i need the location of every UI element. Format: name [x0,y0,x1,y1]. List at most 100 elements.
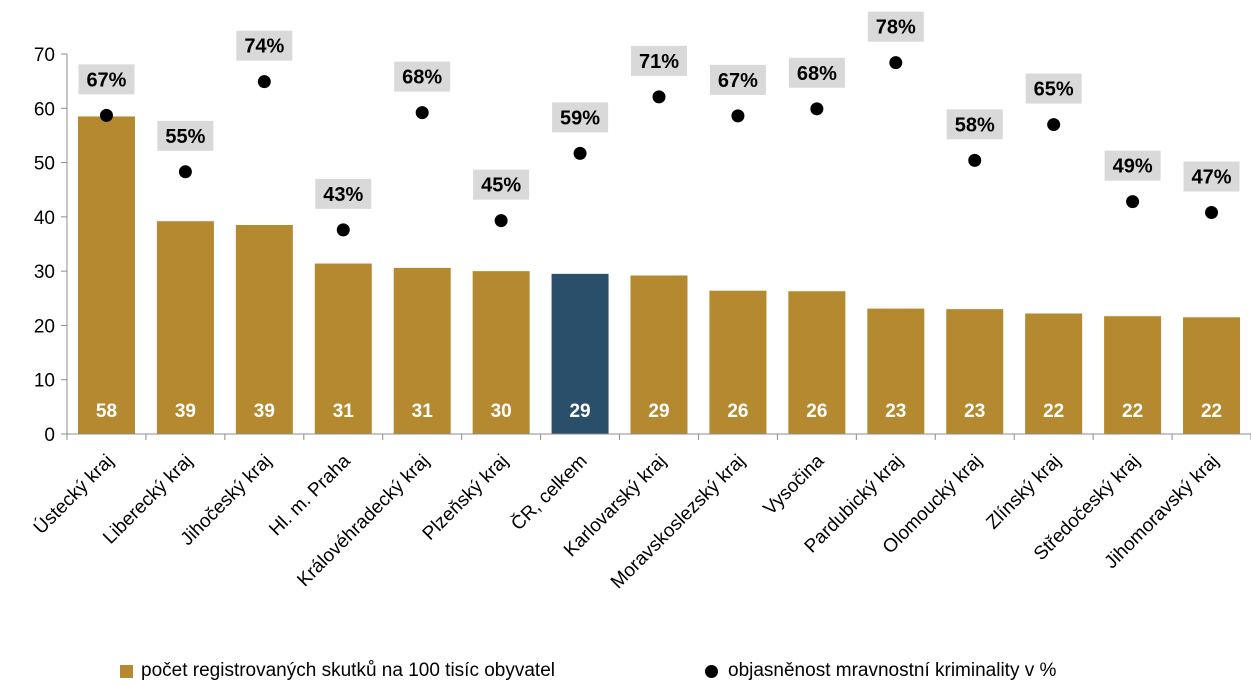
bar [867,308,925,434]
bar-value-label: 23 [964,401,985,422]
bar-value-label: 23 [885,401,906,422]
percent-label-bg [946,109,1003,140]
y-axis: 0 10 20 30 40 50 60 70 [34,45,68,446]
x-tick-label: Ústecký kraj [29,450,118,539]
point [99,108,113,122]
bar [77,116,135,434]
percent-label: 43% [323,184,363,206]
x-tick-label: ČR, celkem [507,450,592,535]
percent-label: 59% [560,107,600,129]
bar-value-label: 22 [1043,401,1064,422]
point [1126,195,1140,209]
bar [156,221,214,434]
point [1047,118,1061,132]
percent-label: 74% [244,36,284,58]
percent-label: 58% [955,114,995,136]
percent-label-bg [236,30,293,61]
percent-label: 78% [876,17,916,39]
point [573,146,587,160]
percent-label-bg [1104,150,1161,181]
legend-item-points: objasněnost mravnostní kriminality v % [705,660,1056,682]
percent-label-bg [473,169,530,200]
bars [77,116,1241,434]
y-tick-label: 30 [34,262,55,283]
percent-label: 67% [718,70,758,92]
percent-label: 55% [165,126,205,148]
y-tick-label: 60 [34,99,55,120]
legend-dot-swatch [705,664,718,678]
percent-label-bg [709,64,766,95]
bar-value-label: 29 [569,401,590,422]
y-tick-label: 20 [34,316,55,337]
bar-value-label: 22 [1122,401,1143,422]
bar-value-label: 22 [1201,401,1222,422]
point [415,106,429,120]
percent-labels: 67% 55% 74% 43% 68% 45% 59% 71% 67% 68% 78% 58% 65% 4… [78,11,1240,209]
points [99,56,1219,237]
y-tick-label: 50 [34,154,55,175]
bar-value-label: 31 [333,401,355,422]
y-tick-label: 0 [44,425,55,446]
bar [1104,316,1162,434]
percent-label-bg [1025,73,1082,104]
percent-label-bg [631,45,687,76]
point [968,153,982,167]
percent-label: 68% [797,63,837,85]
y-tick-label: 40 [34,208,55,229]
point [810,102,824,116]
x-tick-label: Zlínský kraj [982,451,1065,534]
point [257,75,271,89]
bar-value-label: 39 [175,401,196,422]
bar [314,263,372,434]
percent-label: 45% [481,175,521,197]
bar [630,275,688,434]
bar [709,290,767,434]
legend-item-bars: počet registrovaných skutků na 100 tisíc… [120,660,555,682]
chart: 0 10 20 30 40 50 60 70 58 39 39 31 31 30 29 29 26 26 23 23… [29,11,1251,594]
bar-value-label: 26 [806,401,827,422]
bar [472,271,530,434]
percent-label-bg [867,11,924,42]
point [731,109,745,123]
point [494,214,508,228]
y-tick-label: 70 [34,45,55,66]
bar [946,309,1004,434]
bar [235,225,293,434]
percent-label: 49% [1113,156,1153,178]
point [1205,206,1219,220]
bar [551,273,609,434]
bar [1025,313,1083,434]
bar-value-label: 29 [648,401,669,422]
legend-label-points: objasněnost mravnostní kriminality v % [728,660,1057,681]
percent-label-bg [552,102,609,133]
point [652,90,666,104]
bar [1183,317,1241,434]
percent-label-bg [394,61,451,92]
percent-label: 65% [1034,79,1074,101]
bar [393,267,451,434]
point [889,56,903,70]
bar-value-label: 58 [96,401,117,422]
percent-label-bg [157,120,214,151]
y-tick-label: 10 [34,371,55,392]
bar [788,291,846,434]
legend: počet registrovaných skutků na 100 tisíc… [0,660,1251,684]
bar-value-label: 31 [412,401,434,422]
bar-value-label: 26 [727,401,748,422]
legend-label-bars: počet registrovaných skutků na 100 tisíc… [141,660,556,681]
percent-label: 47% [1192,167,1232,189]
x-tick-label: Moravskoslezský kraj [607,451,750,594]
percent-label-bg [788,57,845,88]
percent-label-bg [1183,161,1240,192]
percent-label-bg [78,64,135,95]
point [178,165,192,179]
percent-label: 71% [639,51,679,73]
bar-labels: 58 39 39 31 31 30 29 29 26 26 23 23 22 22 22 [96,401,1222,422]
percent-label-bg [315,178,372,209]
x-tick-label: Královéhradecký kraj [293,451,433,591]
point [336,223,350,237]
percent-label: 67% [86,69,126,91]
bar-value-label: 39 [254,401,275,422]
bar-value-label: 30 [491,401,512,422]
